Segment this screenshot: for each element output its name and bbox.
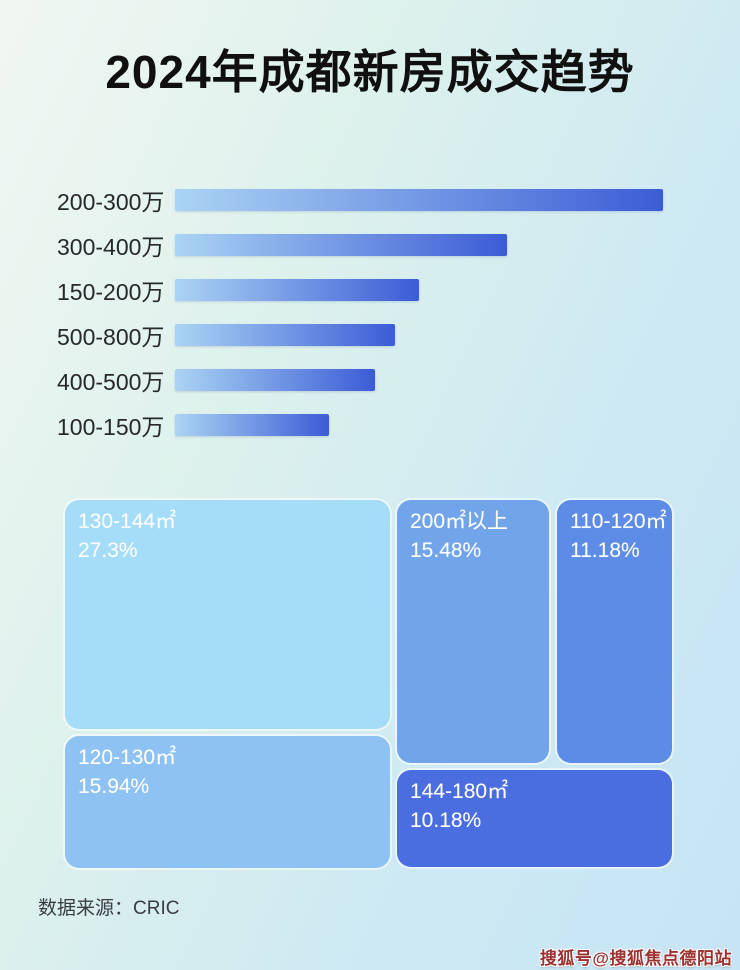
treemap-block-value: 11.18% [570, 539, 640, 562]
bar [175, 323, 395, 346]
bar [175, 188, 663, 211]
treemap-block-110-120: 110-120㎡ 11.18% [557, 500, 672, 763]
bar-track [175, 188, 663, 211]
treemap-block-label: 200㎡以上 [410, 510, 509, 533]
treemap-block-value: 15.94% [78, 775, 150, 798]
bar-label: 300-400万 [57, 233, 165, 260]
treemap-block-label: 120-130㎡ [78, 746, 177, 769]
bar [175, 278, 419, 301]
price-range-bar-chart: 200-300万 300-400万 150-200万 500-800万 400- [57, 177, 663, 447]
bar-label: 200-300万 [57, 188, 165, 215]
bar-label: 500-800万 [57, 323, 165, 350]
bar-row: 500-800万 [57, 312, 663, 357]
bar [175, 368, 376, 391]
bar-label: 150-200万 [57, 278, 165, 305]
page-title: 2024年成都新房成交趋势 [105, 46, 635, 98]
bar-track [175, 413, 663, 436]
treemap-block-label: 144-180㎡ [410, 780, 509, 803]
treemap-block-value: 15.48% [410, 539, 482, 562]
treemap-block-144-180: 144-180㎡ 10.18% [397, 770, 672, 867]
bar-row: 400-500万 [57, 357, 663, 402]
treemap-block-130-144: 130-144㎡ 27.3% [65, 500, 390, 729]
treemap-block-120-130: 120-130㎡ 15.94% [65, 736, 390, 868]
bar-label: 400-500万 [57, 368, 165, 395]
bar-track [175, 368, 663, 391]
bar-track [175, 323, 663, 346]
treemap-block-200-plus: 200㎡以上 15.48% [397, 500, 549, 763]
treemap-block-label: 110-120㎡ [570, 510, 667, 533]
watermark-text: 搜狐号@搜狐焦点德阳站 [539, 949, 732, 968]
data-source-text: 数据来源：CRIC [38, 898, 180, 919]
bar-row: 100-150万 [57, 402, 663, 447]
bar-label: 100-150万 [57, 413, 165, 440]
treemap-block-value: 10.18% [410, 809, 482, 832]
bar-row: 150-200万 [57, 267, 663, 312]
treemap-block-label: 130-144㎡ [78, 510, 177, 533]
bar [175, 413, 329, 436]
bar-row: 200-300万 [57, 177, 663, 222]
bar [175, 233, 507, 256]
bar-track [175, 233, 663, 256]
bar-track [175, 278, 663, 301]
bar-row: 300-400万 [57, 222, 663, 267]
treemap-block-value: 27.3% [78, 539, 138, 562]
